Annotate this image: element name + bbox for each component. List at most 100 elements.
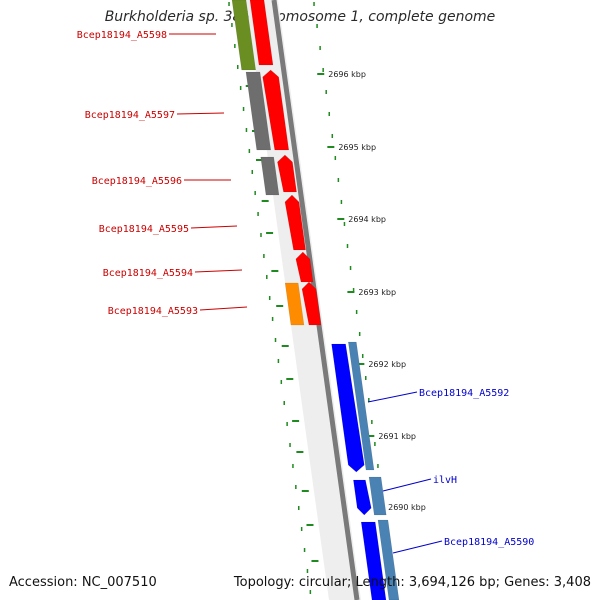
cds-block [262, 69, 290, 151]
tick-label: 2693 kbp [358, 288, 396, 297]
guide-dot [286, 422, 288, 426]
guide-dot [316, 24, 318, 28]
tick-mark [347, 291, 355, 293]
guide-dot [280, 380, 283, 384]
tick-mark [357, 363, 365, 365]
tick-label: 2691 kbp [378, 432, 416, 441]
cds-block [284, 194, 306, 251]
guide-dash [292, 420, 300, 422]
guide-dash [276, 305, 284, 307]
gene-block-steel [377, 519, 400, 600]
gene-label: Bcep18194_A5597 [85, 110, 175, 121]
guide-dot [248, 149, 251, 153]
gene-label: Bcep18194_A5592 [419, 388, 509, 399]
guide-dot [292, 464, 294, 468]
guide-dot [374, 442, 376, 446]
gene-leader-line [199, 306, 248, 311]
guide-dot [254, 191, 256, 195]
guide-dot [340, 200, 343, 204]
guide-dot [234, 44, 236, 48]
gene-label: Bcep18194_A5595 [99, 224, 189, 235]
guide-dot [377, 464, 379, 468]
genome-summary: Topology: circular; Length: 3,694,126 bp… [233, 575, 591, 590]
tick-mark [367, 435, 375, 437]
gene-block-gray [245, 71, 272, 151]
gene-block-gray [260, 156, 280, 196]
guide-dot [365, 376, 367, 380]
guide-dot [346, 244, 349, 248]
guide-dot [371, 420, 373, 424]
guide-dot [355, 310, 358, 314]
guide-dash [311, 560, 319, 562]
guide-dash [266, 232, 274, 234]
guide-dot [268, 296, 271, 300]
gene-leader-line [367, 391, 418, 403]
gene-leader-line [392, 540, 443, 554]
cds-block [301, 281, 322, 326]
gene-block-orange [284, 282, 305, 326]
tick-label: 2690 kbp [388, 503, 426, 512]
guide-dot [271, 317, 274, 321]
guide-dot [325, 90, 327, 94]
guide-dash [296, 451, 304, 453]
cds-block [277, 154, 297, 193]
guide-dash [306, 524, 314, 526]
guide-dot [274, 338, 277, 342]
gene-block-olive [231, 0, 256, 71]
guide-dot [343, 222, 346, 226]
cds-block [353, 479, 372, 516]
accession-text: Accession: NC_007510 [9, 575, 157, 590]
guide-dot [368, 398, 370, 402]
guide-dot [277, 359, 280, 363]
guide-dot [245, 128, 248, 132]
gene-label: Bcep18194_A5593 [108, 306, 198, 317]
guide-dot [361, 354, 364, 358]
guide-dash [255, 159, 263, 161]
guide-dot [309, 590, 312, 594]
gene-label: ilvH [433, 475, 457, 486]
guide-dash [301, 490, 309, 492]
gene-leader-line [176, 112, 225, 115]
guide-dot [260, 233, 262, 237]
cds-block [249, 0, 274, 66]
tick-label: 2696 kbp [328, 70, 366, 79]
guide-dot [331, 134, 334, 138]
guide-dot [257, 212, 259, 216]
tick-mark [317, 73, 325, 75]
gene-leader-line [194, 269, 243, 273]
gene-label: Bcep18194_A5590 [444, 537, 534, 548]
guide-dot [297, 506, 300, 510]
gene-block-steel [368, 476, 387, 516]
guide-dot [313, 2, 315, 6]
gene-label: Bcep18194_A5598 [77, 30, 167, 41]
guide-dot [283, 401, 285, 405]
guide-dot [349, 266, 352, 270]
tick-label: 2695 kbp [338, 143, 376, 152]
gene-label: Bcep18194_A5594 [103, 268, 193, 279]
cds-block [360, 521, 387, 600]
guide-dot [251, 170, 254, 174]
tick-mark [337, 218, 345, 220]
guide-dot [319, 46, 321, 50]
guide-dot [300, 527, 303, 531]
map-title: Burkholderia sp. 383 chromosome 1, compl… [104, 9, 496, 25]
cds-block [331, 343, 365, 473]
guide-dot [303, 548, 306, 552]
guide-dot [231, 23, 233, 27]
guide-dot [306, 569, 309, 573]
guide-dash [281, 345, 289, 347]
guide-dot [228, 2, 230, 6]
guide-dot [337, 178, 340, 182]
guide-dot [322, 68, 324, 72]
guide-dot [289, 443, 291, 447]
guide-dot [242, 107, 245, 111]
guide-dot [358, 332, 361, 336]
tick-label: 2692 kbp [368, 360, 406, 369]
gene-leader-line [190, 225, 238, 229]
guide-dot [334, 156, 337, 160]
guide-dash [261, 200, 269, 202]
guide-dot [266, 275, 268, 279]
guide-dot [328, 112, 330, 116]
guide-dash [286, 378, 294, 380]
